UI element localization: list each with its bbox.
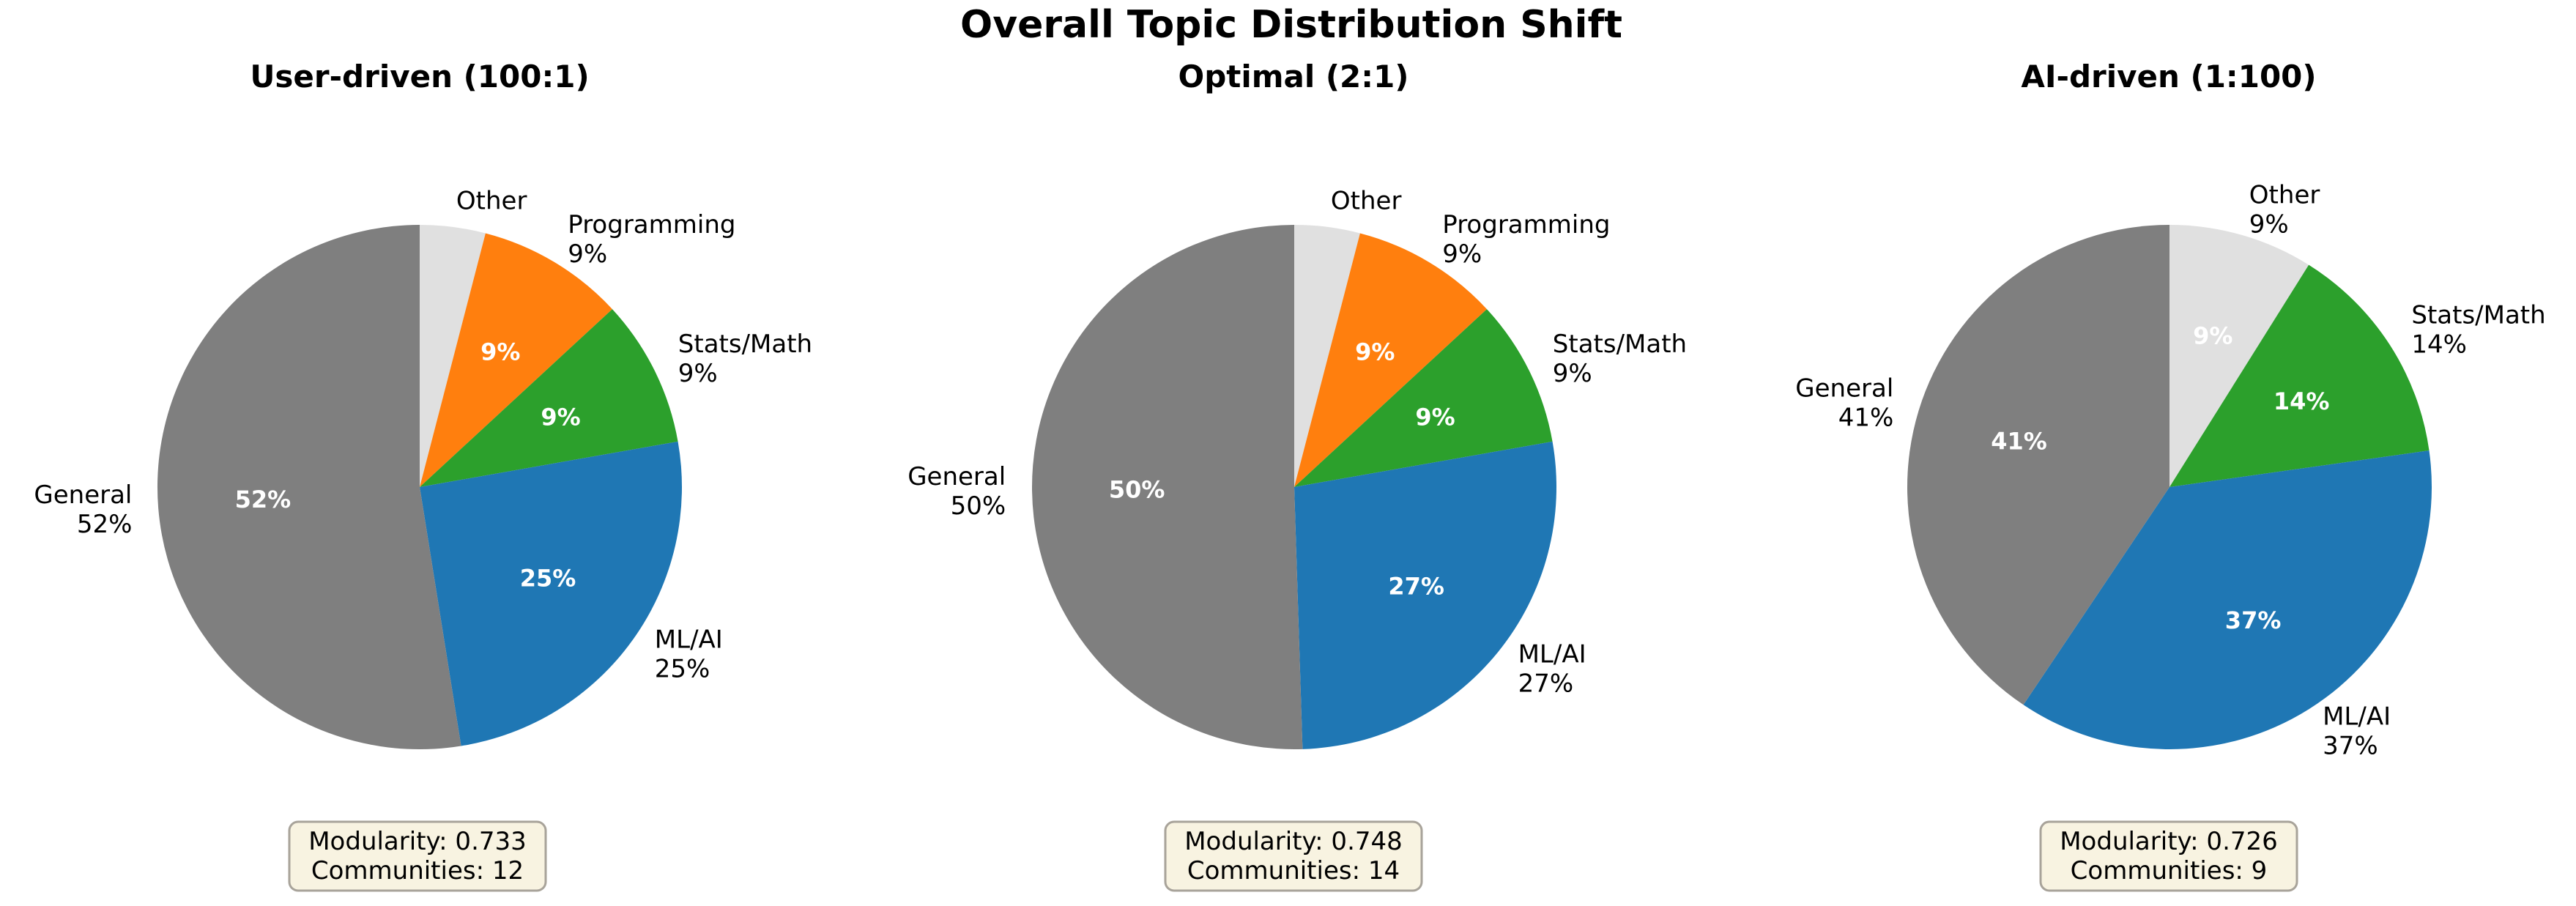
slice-percent-ml-ai: 27% [1388,572,1444,600]
pie-title: User-driven (100:1) [250,59,589,94]
slice-label-programming: Programming [568,210,735,240]
slice-label-other: Other [2249,181,2320,210]
pie-slice-general [1907,225,2169,705]
pie-slice-general [157,224,461,749]
pie-slice-stats-math [420,309,678,487]
pie-labels: Other9%Programming9%9%Stats/Math9%27%ML/… [907,186,1687,698]
info-box: Modularity: 0.748 Communities: 14 [1164,820,1423,892]
communities-text: Communities: 12 [311,856,524,885]
slice-label-general: General [1795,374,1893,403]
slice-percent-stats-math: 9% [1415,404,1455,431]
slice-label-percent-ml-ai: 37% [2323,732,2378,761]
info-box: Modularity: 0.726 Communities: 9 [2039,820,2298,892]
pie-slice-other [420,225,486,487]
pie-slices [1907,225,2432,750]
slice-percent-ml-ai: 25% [520,565,576,593]
pie-slice-programming [420,233,612,487]
pie-slices [157,224,682,749]
slice-label-percent-general: 52% [77,510,133,539]
pie-title: Optimal (2:1) [1178,59,1409,94]
pie-slice-general [1032,225,1303,750]
pie-slice-stats-math [1294,309,1553,487]
pie-slice-ml-ai [2023,450,2432,750]
pie-slice-other [2169,225,2309,487]
slice-label-percent-stats-math: 9% [1553,359,1592,388]
communities-text: Communities: 14 [1187,856,1400,885]
slice-percent-ml-ai: 37% [2225,606,2282,634]
communities-text: Communities: 9 [2071,856,2268,885]
pie-labels: Other9%Programming9%9%Stats/Math9%25%ML/… [34,186,812,683]
modularity-text: Modularity: 0.733 [308,827,527,856]
slice-percent-general: 50% [1109,475,1165,503]
slice-label-percent-stats-math: 9% [678,359,718,388]
slice-percent-general: 52% [235,486,292,513]
modularity-text: Modularity: 0.748 [1184,827,1403,856]
pie-slice-programming [1294,233,1487,487]
slice-percent-stats-math: 14% [2274,387,2330,415]
slice-percent-programming: 9% [480,338,520,366]
modularity-text: Modularity: 0.726 [2060,827,2278,856]
pie-slice-ml-ai [1294,441,1556,749]
slice-label-percent-ml-ai: 27% [1518,669,1574,698]
pie-chart-ai-driven: AI-driven (1:100) 9%Other9%14%Stats/Math… [1795,59,2546,892]
pie-chart-optimal: Optimal (2:1) Other9%Programming9%9%Stat… [907,59,1687,892]
slice-percent-general: 41% [1991,427,2047,455]
pie-slice-ml-ai [420,441,682,746]
slice-label-percent-general: 41% [1838,403,1894,432]
slice-label-general: General [907,462,1006,491]
slice-label-general: General [34,480,132,510]
pie-labels: 9%Other9%14%Stats/Math14%37%ML/AI37%41%G… [1795,181,2545,761]
slice-label-stats-math: Stats/Math [1553,330,1687,359]
slice-label-ml-ai: ML/AI [2323,702,2391,732]
slice-label-percent-programming: 9% [568,240,607,269]
slice-label-percent-programming: 9% [1442,240,1482,269]
slice-label-other: Other [1331,186,1402,215]
slice-label-stats-math: Stats/Math [678,330,812,359]
figure-title: Overall Topic Distribution Shift [960,3,1622,47]
slice-label-programming: Programming [1442,210,1610,240]
slice-label-percent-general: 50% [951,491,1006,521]
slice-label-ml-ai: ML/AI [1518,639,1586,669]
pie-slice-other [1294,225,1360,487]
info-box: Modularity: 0.733 Communities: 12 [288,820,547,892]
slice-label-ml-ai: ML/AI [655,625,723,654]
slice-percent-stats-math: 9% [541,404,580,431]
pie-chart-user-driven: User-driven (100:1) Other9%Programming9%… [34,59,812,892]
slice-label-stats-math: Stats/Math [2411,301,2545,330]
slice-percent-other: 9% [2193,322,2232,350]
pie-title: AI-driven (1:100) [2021,59,2316,94]
pie-slice-stats-math [2169,264,2430,487]
slice-percent-programming: 9% [1355,338,1395,366]
slice-label-other: Other [456,186,527,215]
slice-label-percent-stats-math: 14% [2411,330,2467,360]
pie-slices [1032,225,1556,750]
slice-label-percent-ml-ai: 25% [655,654,710,683]
slice-label-percent-other: 9% [2249,210,2289,240]
